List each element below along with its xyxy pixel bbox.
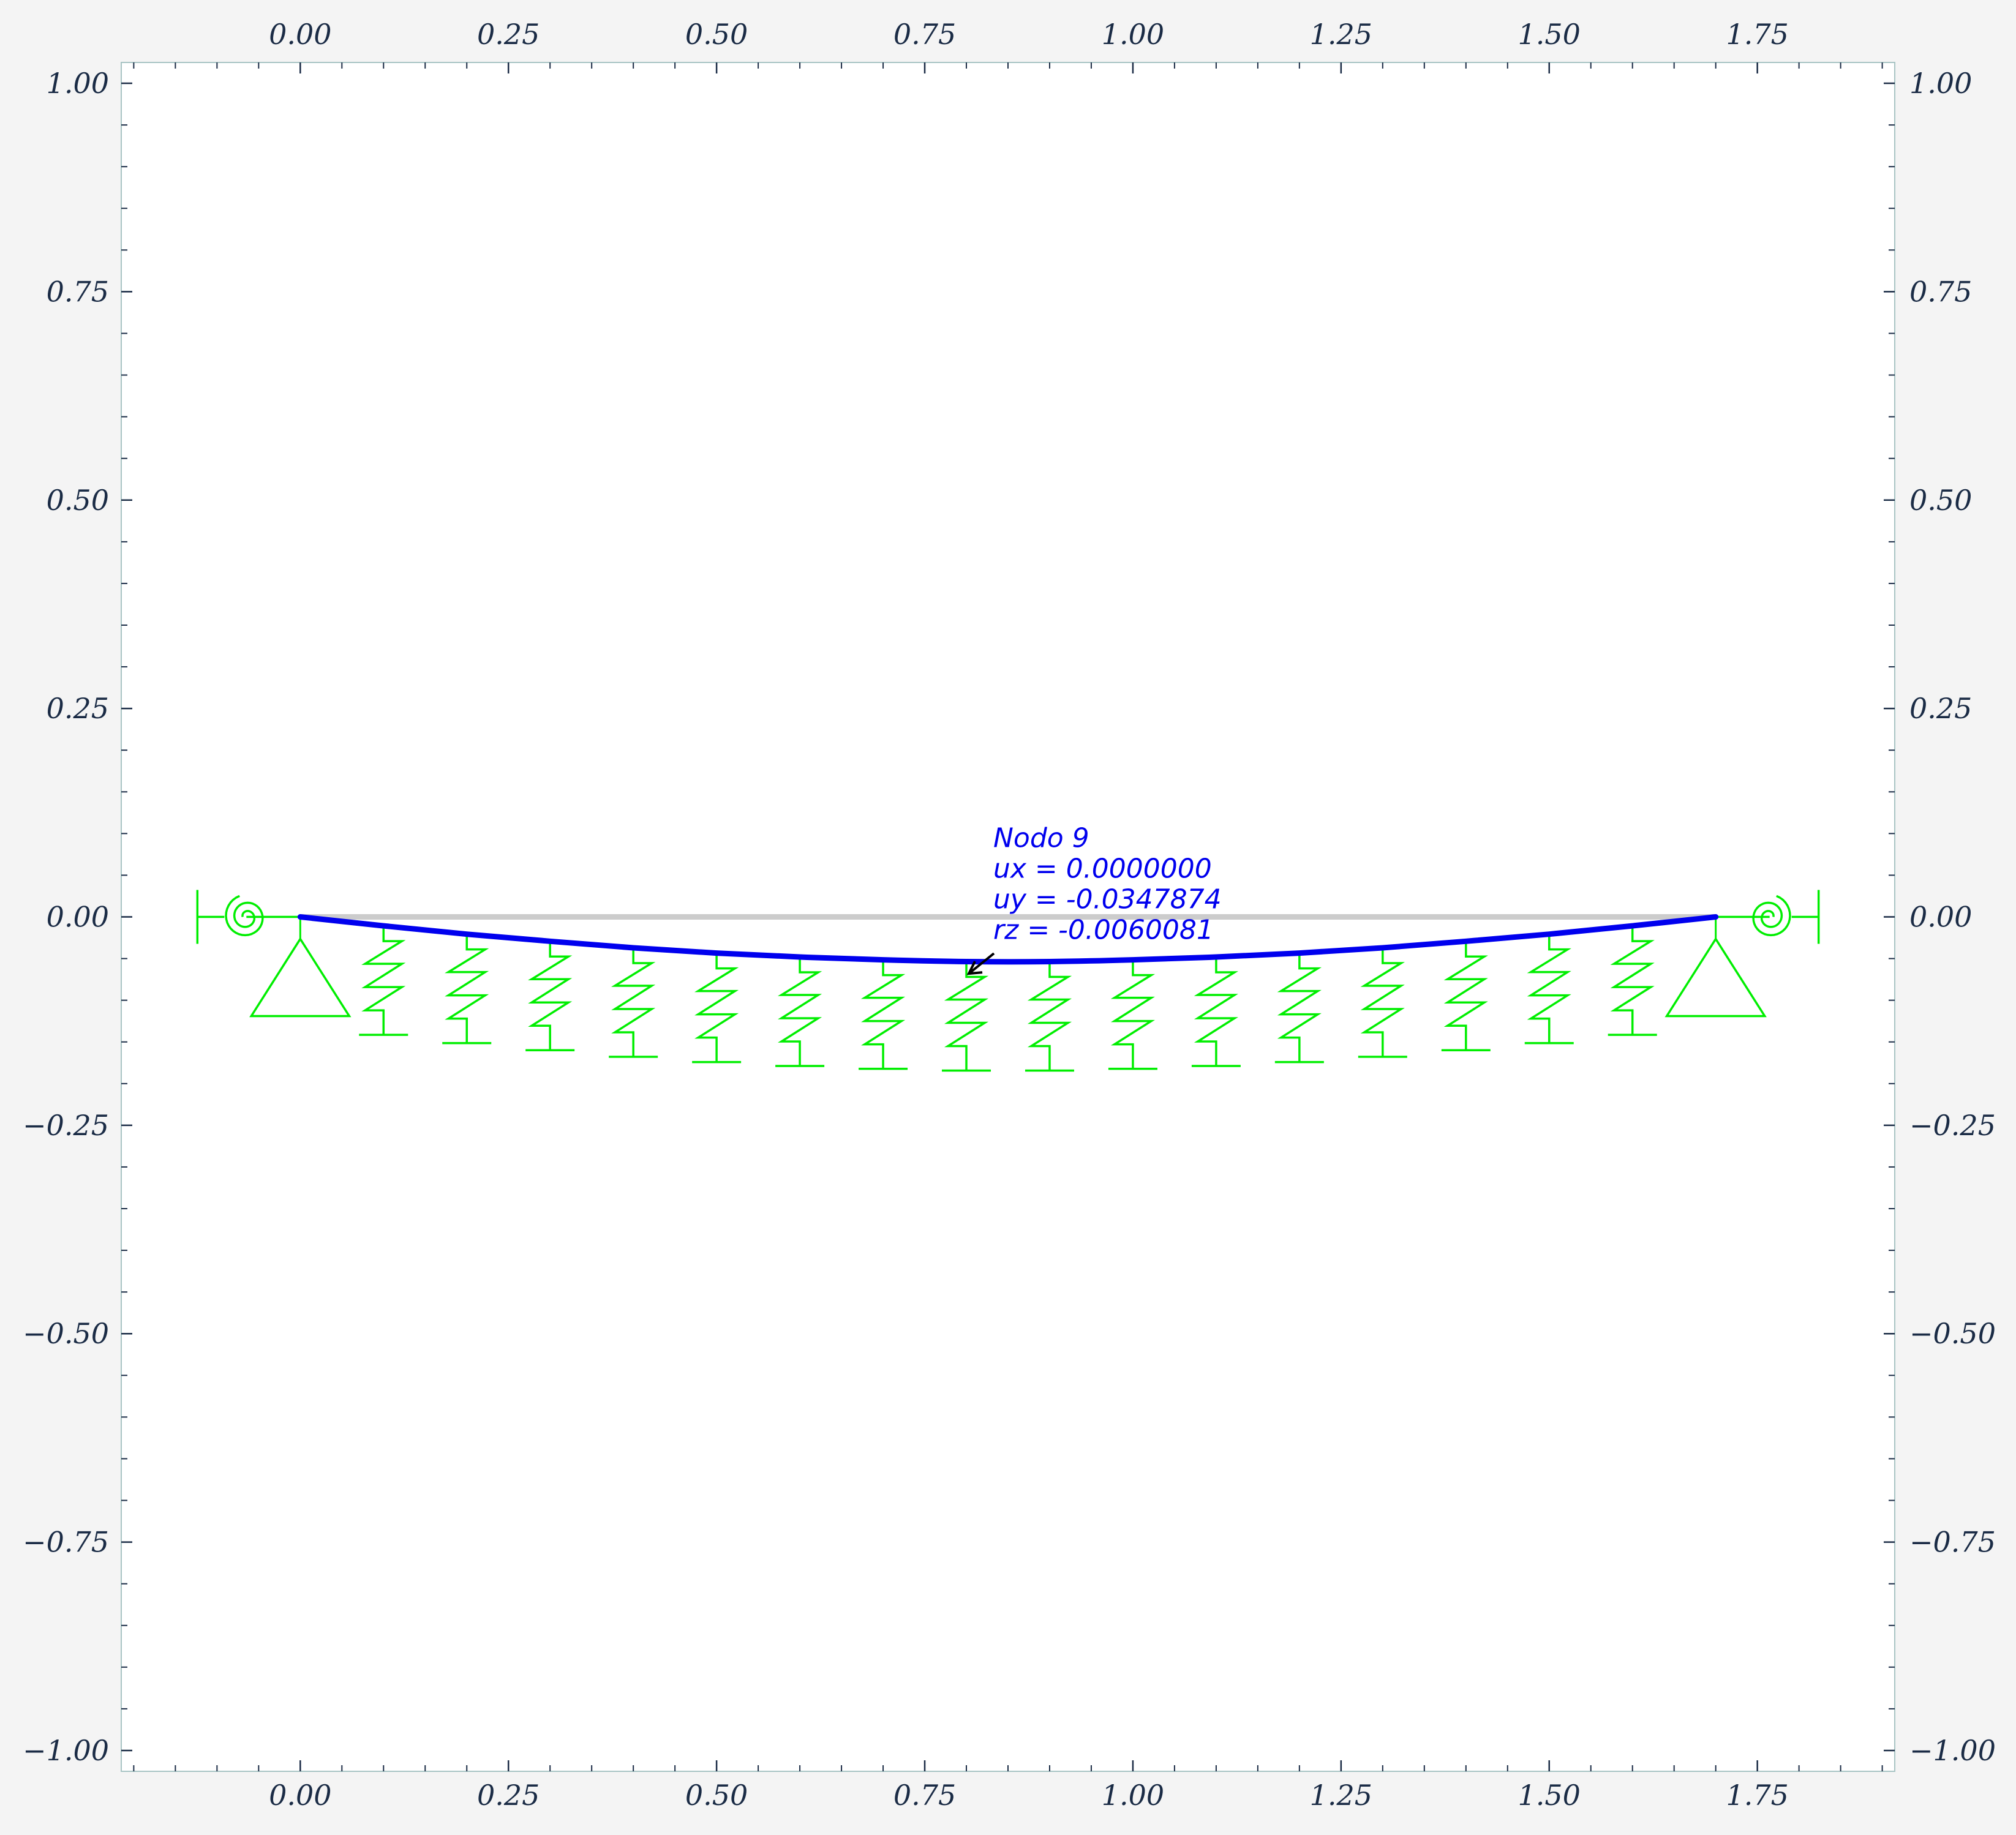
- annotation-line: uy = -0.0347874: [993, 884, 1222, 915]
- spring-zigzag: [1443, 941, 1488, 1051]
- pin-support: [249, 917, 352, 1018]
- spring-zigzag: [777, 956, 822, 1066]
- y-tick-label-left: −0.25: [23, 1109, 109, 1142]
- y-tick-label-left: −1.00: [23, 1734, 109, 1767]
- annotation-line: ux = 0.0000000: [993, 854, 1212, 885]
- x-tick-label-bottom: 1.00: [1102, 1779, 1164, 1812]
- spring-zigzag: [1610, 926, 1655, 1035]
- x-tick-label-top: 1.50: [1518, 18, 1581, 51]
- y-tick-label-right: −1.00: [1909, 1734, 1996, 1767]
- axis-ticks: [121, 62, 1895, 1771]
- y-tick-label-left: 0.50: [47, 484, 109, 517]
- spring-support: [775, 956, 825, 1067]
- y-tick-label-right: 1.00: [1909, 67, 1972, 100]
- y-tick-label-left: 0.25: [47, 692, 109, 725]
- annotation-line: Nodo 9: [993, 823, 1089, 854]
- spring-zigzag: [1277, 953, 1322, 1062]
- spring-zigzag: [528, 941, 573, 1051]
- x-tick-label-bottom: 0.00: [269, 1779, 331, 1812]
- x-tick-label-bottom: 1.50: [1518, 1779, 1581, 1812]
- x-tick-label-top: 0.25: [477, 18, 540, 51]
- spring-zigzag: [361, 926, 406, 1035]
- spring-support: [942, 961, 991, 1072]
- x-tick-label-top: 1.75: [1726, 18, 1788, 51]
- spring-support: [609, 948, 658, 1058]
- y-tick-label-right: 0.25: [1909, 692, 1972, 725]
- spring-zigzag: [1110, 959, 1156, 1069]
- x-tick-label-bottom: 0.25: [477, 1779, 540, 1812]
- spring-zigzag: [1194, 956, 1239, 1066]
- rot-spring-spiral: [225, 895, 264, 937]
- spring-support: [859, 959, 908, 1070]
- spring-support: [1441, 941, 1491, 1052]
- pin-support: [1664, 917, 1767, 1018]
- spring-support: [442, 934, 492, 1045]
- deformed-beam-line: [297, 914, 1719, 965]
- series: [297, 914, 1719, 965]
- x-tick-label-bottom: 1.25: [1310, 1779, 1372, 1812]
- y-tick-label-left: 1.00: [47, 67, 109, 100]
- spring-support: [1108, 959, 1157, 1070]
- spring-zigzag: [1527, 934, 1571, 1043]
- spring-zigzag: [1360, 948, 1405, 1057]
- annotation-arrow-shaft: [968, 952, 995, 975]
- spring-support: [692, 953, 742, 1064]
- y-tick-label-left: 0.00: [47, 901, 109, 934]
- x-tick-label-top: 1.25: [1310, 18, 1372, 51]
- y-tick-label-right: −0.50: [1909, 1317, 1996, 1350]
- spring-support: [1191, 956, 1241, 1067]
- spring-support: [525, 941, 575, 1052]
- spring-zigzag: [445, 934, 489, 1043]
- spring-support: [1608, 926, 1657, 1036]
- y-tick-label-right: 0.50: [1909, 484, 1972, 517]
- x-tick-label-top: 1.00: [1102, 18, 1164, 51]
- y-tick-label-right: 0.00: [1909, 901, 1972, 934]
- y-tick-label-left: −0.75: [23, 1526, 109, 1559]
- y-tick-label-left: 0.75: [47, 275, 109, 308]
- spring-support: [359, 926, 408, 1036]
- spring-support: [1524, 934, 1574, 1045]
- y-tick-label-left: −0.50: [23, 1317, 109, 1350]
- x-tick-label-top: 0.50: [685, 18, 748, 51]
- y-tick-label-right: −0.75: [1909, 1526, 1996, 1559]
- supports: [196, 890, 1820, 1072]
- x-tick-label-bottom: 0.50: [685, 1779, 748, 1812]
- rotational-spring: [196, 890, 301, 944]
- spring-zigzag: [694, 953, 739, 1062]
- spring-support: [1358, 948, 1407, 1058]
- annotation-arrow-head: [966, 961, 983, 975]
- x-tick-label-top: 0.75: [893, 18, 956, 51]
- rotational-spring: [1715, 890, 1820, 944]
- spring-zigzag: [611, 948, 656, 1057]
- y-tick-label-right: 0.75: [1909, 275, 1972, 308]
- annotation-line: rz = -0.0060081: [993, 915, 1214, 946]
- spring-support: [1274, 953, 1324, 1064]
- x-tick-label-bottom: 1.75: [1726, 1779, 1788, 1812]
- rot-spring-spiral: [1752, 895, 1791, 937]
- x-tick-label-top: 0.00: [269, 18, 331, 51]
- x-tick-label-bottom: 0.75: [893, 1779, 956, 1812]
- spring-support: [1025, 961, 1074, 1072]
- spring-zigzag: [944, 961, 989, 1071]
- axis-tick-labels: 0.00 0.00 0.25 0.25 0.50 0.50 0.75 0.75 1.00 1.00…: [23, 18, 1996, 1812]
- y-tick-label-right: −0.25: [1909, 1109, 1996, 1142]
- pin-triangle: [1664, 937, 1767, 1018]
- spring-zigzag: [1027, 961, 1072, 1071]
- pin-triangle: [249, 937, 352, 1018]
- spring-zigzag: [860, 959, 906, 1069]
